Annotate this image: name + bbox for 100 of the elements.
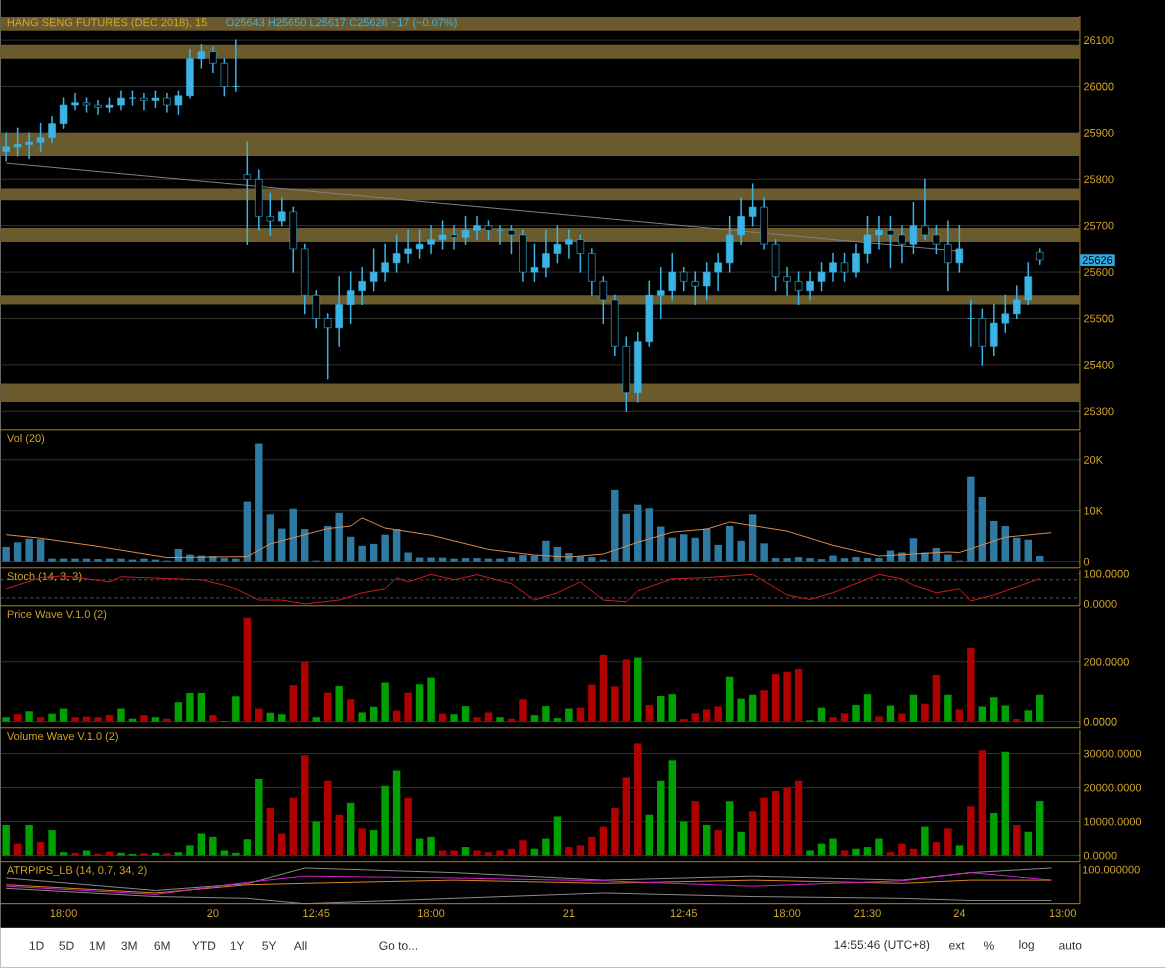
bar <box>140 558 148 562</box>
bar <box>771 558 780 562</box>
bar <box>369 544 378 562</box>
bar <box>622 513 631 562</box>
text: 1Y <box>230 941 245 950</box>
bar <box>82 850 91 856</box>
bar <box>725 526 734 562</box>
bar <box>496 850 504 856</box>
bar <box>1001 705 1010 722</box>
bar <box>680 719 688 722</box>
bar <box>622 777 631 856</box>
bar <box>94 717 102 722</box>
bar <box>71 853 79 856</box>
bar <box>484 558 493 562</box>
bar <box>1036 694 1044 722</box>
bar <box>829 838 837 856</box>
bar <box>82 716 91 722</box>
bar <box>760 690 768 722</box>
bar <box>944 694 952 722</box>
bar <box>875 558 883 562</box>
candlestick <box>438 220 447 250</box>
bar <box>840 713 849 722</box>
bar <box>427 677 435 722</box>
bar <box>1001 526 1010 562</box>
candlestick <box>278 197 286 227</box>
bar <box>576 845 585 856</box>
chart-title: Price Wave V.1.0 (2) <box>7 610 107 621</box>
text: 14:55:46 (UTC+8) <box>834 940 930 952</box>
bar <box>599 559 608 562</box>
candlestick <box>691 271 699 306</box>
bar <box>875 838 883 856</box>
candlestick <box>990 303 998 357</box>
bar <box>565 708 573 722</box>
candlestick <box>852 243 860 278</box>
candlestick <box>806 271 814 301</box>
bar <box>1024 831 1032 856</box>
bar <box>921 703 929 722</box>
candlestick <box>553 225 562 264</box>
bar <box>381 786 389 856</box>
bar <box>748 811 757 856</box>
bar <box>852 557 860 562</box>
chart-title: Volume Wave V.1.0 (2) <box>6 732 118 743</box>
bar <box>553 816 562 856</box>
y-tick-label: 0.0000 <box>1083 851 1117 860</box>
y-tick-label: 0.0000 <box>1083 718 1117 726</box>
bar <box>105 851 114 856</box>
bar <box>967 806 975 856</box>
bar <box>48 830 56 856</box>
bar <box>990 521 998 562</box>
bar <box>496 717 504 722</box>
bar <box>886 852 895 856</box>
y-tick-label: 0.0000 <box>1083 600 1117 609</box>
candlestick <box>783 266 791 297</box>
y-tick-label: 25500 <box>1084 314 1114 323</box>
bar <box>82 558 91 562</box>
candlestick <box>875 215 883 250</box>
bar <box>1013 719 1021 722</box>
candlestick <box>381 243 389 283</box>
bar <box>427 837 435 856</box>
bar <box>13 843 22 856</box>
bar <box>725 676 734 722</box>
y-tick-label: 30000.0000 <box>1083 749 1142 758</box>
candlestick <box>197 44 206 69</box>
bar <box>128 718 137 722</box>
bar <box>59 852 68 856</box>
bar <box>737 831 745 856</box>
bar <box>473 558 481 562</box>
bar <box>909 848 918 856</box>
bar <box>301 661 309 722</box>
bar <box>657 696 665 722</box>
bar <box>209 837 217 856</box>
candlestick <box>542 229 550 278</box>
bar <box>771 674 780 722</box>
bar <box>323 780 332 856</box>
bar <box>335 686 343 722</box>
bar <box>955 845 964 856</box>
bar <box>450 850 458 856</box>
bar <box>71 717 79 722</box>
candlestick <box>679 266 688 292</box>
candlestick <box>863 215 872 264</box>
bar <box>634 504 642 562</box>
candlestick <box>944 220 952 292</box>
y-tick-label: 25400 <box>1084 361 1114 369</box>
bar <box>599 826 608 856</box>
text: log <box>1019 940 1034 952</box>
y-tick-label: 25900 <box>1084 129 1114 137</box>
bar <box>990 813 998 856</box>
bar <box>450 558 458 562</box>
candlestick <box>507 225 516 255</box>
bar <box>94 559 102 562</box>
candlestick <box>220 58 229 97</box>
bar <box>657 526 665 562</box>
bar <box>817 559 826 562</box>
bar <box>702 528 711 562</box>
bar <box>588 837 596 856</box>
bar <box>737 540 745 562</box>
bar <box>1013 537 1021 562</box>
bar <box>404 797 412 856</box>
bar <box>530 848 539 856</box>
bar <box>507 557 516 562</box>
